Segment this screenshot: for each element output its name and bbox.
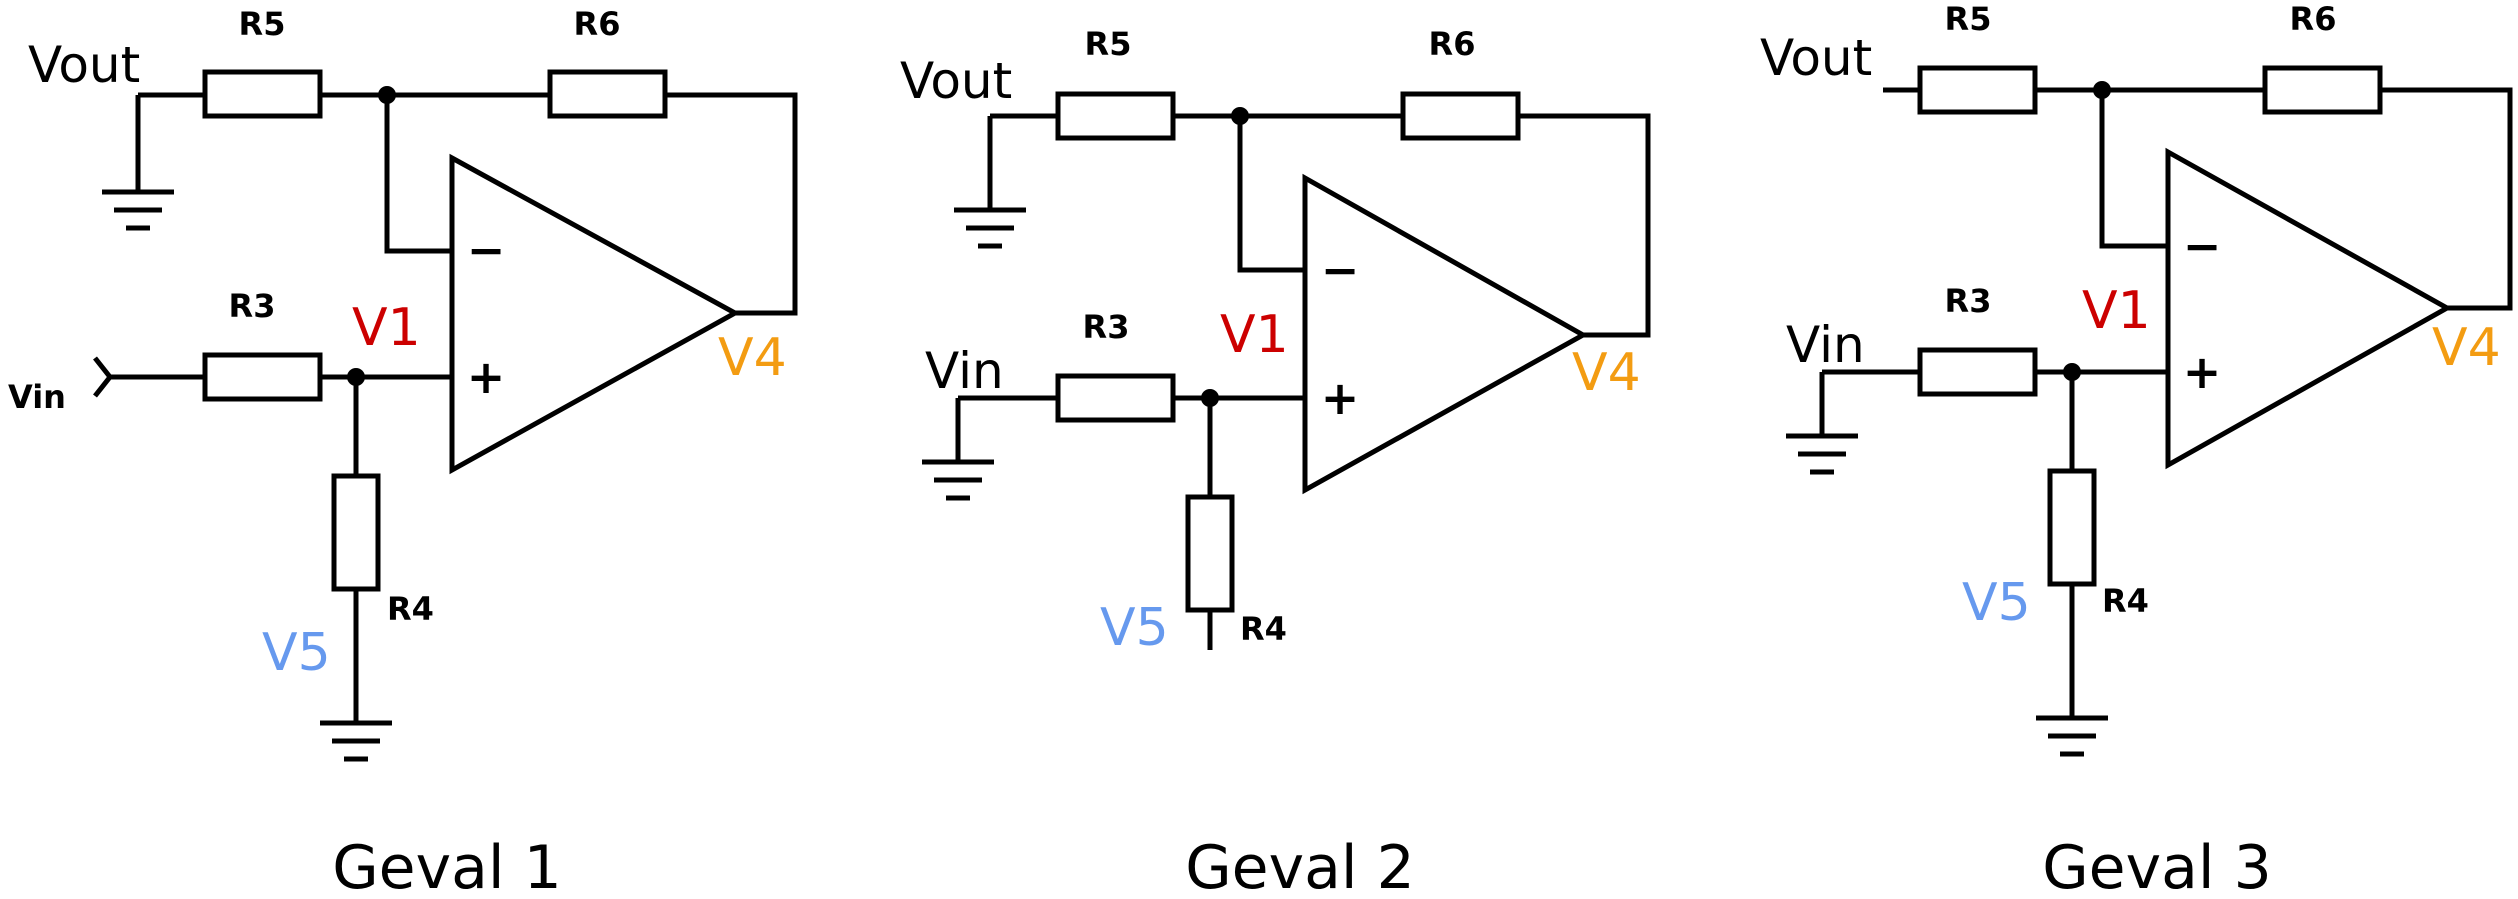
label-r6: R6 <box>2290 0 2337 38</box>
label-plus: + <box>2183 345 2222 399</box>
ground-symbol <box>102 189 174 231</box>
label-v1: V1 <box>352 298 421 358</box>
title-geval-1: Geval 1 <box>332 833 562 899</box>
ground-symbol <box>922 459 994 501</box>
label-v5: V5 <box>1100 598 1169 658</box>
opamp-triangle <box>2165 147 2453 470</box>
label-r3: R3 <box>1945 282 1992 320</box>
junction-node <box>2063 363 2081 381</box>
ground-symbol <box>2036 715 2108 757</box>
title-geval-2: Geval 2 <box>1185 833 1415 899</box>
resistor-r4 <box>331 473 381 592</box>
label-r5: R5 <box>1085 25 1132 63</box>
resistor-r3 <box>1055 373 1176 423</box>
label-vin: Vin <box>1786 316 1865 374</box>
label-r6: R6 <box>1429 25 1476 63</box>
label-r3: R3 <box>1083 308 1130 346</box>
opamp-triangle <box>449 153 741 475</box>
junction-node <box>378 86 396 104</box>
opamp-triangle <box>1302 173 1589 495</box>
label-minus: − <box>467 223 506 277</box>
resistor-r6 <box>2262 65 2383 115</box>
title-geval-3: Geval 3 <box>2042 833 2272 899</box>
label-v4: V4 <box>718 328 787 388</box>
junction-node <box>1231 107 1249 125</box>
inverting-input-wire <box>1237 116 1305 273</box>
inverting-input-wire <box>2099 90 2168 249</box>
label-v5: V5 <box>262 623 331 683</box>
vin-arrow <box>93 356 114 398</box>
label-v1: V1 <box>1220 305 1289 365</box>
label-vin: Vin <box>925 342 1004 400</box>
label-minus: − <box>1321 243 1360 297</box>
label-minus: − <box>2183 219 2222 273</box>
resistor-r3 <box>202 352 323 402</box>
junction-node <box>347 368 365 386</box>
junction-node <box>1201 389 1219 407</box>
circuit-geval-3: R5 R6 R3 R4 Vout Vin − + V1 V4 V5 Geval … <box>1760 0 2513 899</box>
resistor-r6 <box>547 69 668 119</box>
resistor-r6 <box>1400 91 1521 141</box>
label-r6: R6 <box>574 5 621 43</box>
feedback-top-wire <box>138 92 798 316</box>
label-plus: + <box>467 350 506 404</box>
junction-node <box>2093 81 2111 99</box>
resistor-r5 <box>1055 91 1176 141</box>
feedback-top-wire <box>990 113 1651 338</box>
label-v5: V5 <box>1962 573 2031 633</box>
feedback-top-wire <box>1883 87 2513 311</box>
resistor-r5 <box>202 69 323 119</box>
label-v4: V4 <box>2432 318 2501 378</box>
inverting-input-wire <box>384 95 452 254</box>
resistor-r4 <box>2047 468 2097 587</box>
label-r4: R4 <box>1240 610 1287 648</box>
resistor-r4 <box>1185 494 1235 613</box>
circuit-geval-2: R5 R6 R3 R4 Vout Vin − + V1 V4 V5 Geval … <box>900 25 1651 899</box>
ground-symbol <box>320 720 392 762</box>
label-v4: V4 <box>1572 343 1641 403</box>
ground-symbol <box>954 207 1026 249</box>
label-r4: R4 <box>2102 582 2149 620</box>
label-plus: + <box>1321 371 1360 425</box>
circuit-geval-1: R5 R6 R3 R4 Vout Vin − + V1 V4 V5 Geval … <box>8 5 798 899</box>
label-vout: Vout <box>1760 29 1872 87</box>
resistor-r3 <box>1917 347 2038 397</box>
resistor-r5 <box>1917 65 2038 115</box>
label-vout: Vout <box>900 52 1012 110</box>
label-vout: Vout <box>28 36 140 94</box>
label-v1: V1 <box>2082 281 2151 341</box>
label-r4: R4 <box>387 590 434 628</box>
label-vin: Vin <box>8 378 66 416</box>
ground-symbol <box>1786 433 1858 475</box>
label-r5: R5 <box>1945 0 1992 38</box>
label-r5: R5 <box>239 5 286 43</box>
label-r3: R3 <box>229 287 276 325</box>
